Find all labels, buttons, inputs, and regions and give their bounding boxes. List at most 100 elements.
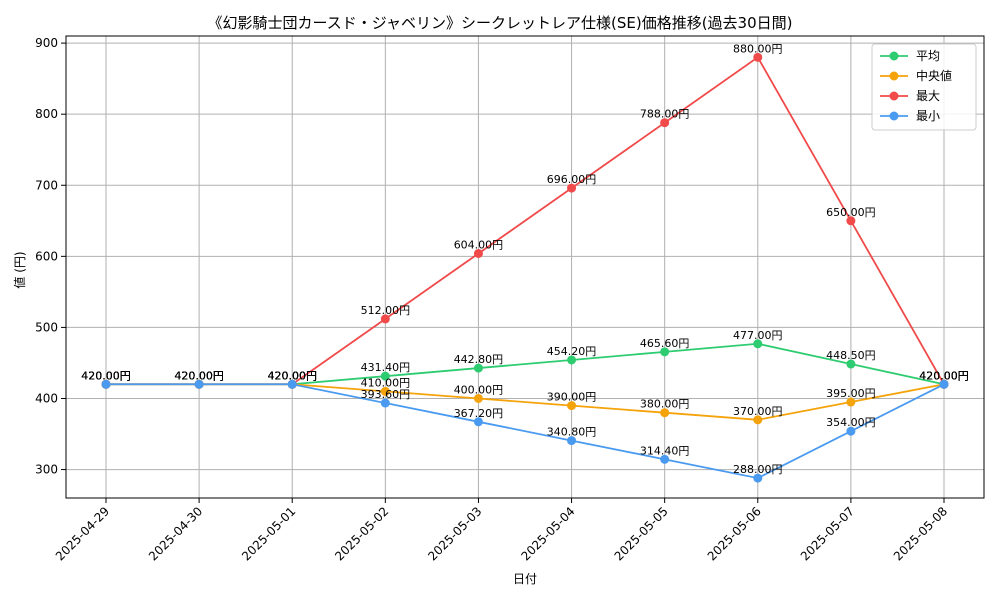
data-label: 454.20円	[547, 345, 597, 358]
y-tick-label: 500	[35, 320, 58, 334]
y-tick-label: 600	[35, 249, 58, 263]
data-point	[567, 401, 577, 411]
y-tick-label: 300	[35, 463, 58, 477]
x-tick-label: 2025-04-30	[146, 504, 205, 563]
data-label-layer: 420.00円 420.00円 420.00円 431.40円 442.80円 454.2…	[81, 42, 969, 476]
data-point	[380, 386, 390, 396]
series-line	[106, 383, 945, 421]
data-point	[473, 393, 483, 403]
data-label: 431.40円	[361, 361, 411, 374]
legend-marker	[889, 111, 899, 121]
y-tick-label: 800	[35, 107, 58, 121]
data-point	[567, 436, 577, 446]
legend-marker	[889, 51, 899, 61]
data-point	[287, 379, 297, 389]
legend-box	[871, 43, 977, 131]
y-tick-label: 400	[35, 391, 58, 405]
data-label: 420.00円	[919, 369, 969, 382]
data-point	[473, 417, 483, 427]
data-label: 650.00円	[826, 206, 876, 219]
data-point	[753, 339, 763, 349]
legend-marker	[889, 71, 899, 81]
y-axis-ticks: 300 400 500 600 700 800 900	[35, 36, 66, 477]
data-point	[939, 379, 949, 389]
data-label: 420.00円	[174, 369, 224, 382]
data-point	[567, 355, 577, 365]
legend-label: 最小	[916, 109, 940, 123]
y-tick-label: 900	[35, 36, 58, 50]
data-point	[660, 118, 670, 128]
data-point	[380, 314, 390, 324]
data-label: 420.00円	[81, 369, 131, 382]
data-point	[380, 398, 390, 408]
data-point	[660, 454, 670, 464]
data-label: 465.60円	[640, 337, 690, 350]
data-label: 314.40円	[640, 444, 690, 457]
data-label: 880.00円	[733, 42, 783, 55]
data-label: 420.00円	[174, 369, 224, 382]
data-point	[753, 52, 763, 62]
data-label: 442.80円	[454, 353, 504, 366]
data-point	[380, 371, 390, 381]
series-line	[106, 342, 945, 386]
data-label: 420.00円	[174, 369, 224, 382]
plot-frame	[65, 35, 985, 499]
data-label: 420.00円	[267, 369, 317, 382]
x-axis-ticks: 2025-04-29 2025-04-30 2025-05-01 2025-05-02…	[53, 498, 950, 563]
data-label: 696.00円	[547, 173, 597, 186]
x-axis-label: 日付	[513, 572, 537, 586]
series-layer	[101, 52, 949, 483]
data-label: 420.00円	[81, 369, 131, 382]
data-point	[846, 359, 856, 369]
data-label: 410.00円	[361, 376, 411, 389]
legend-label: 平均	[916, 49, 940, 63]
x-tick-label: 2025-05-05	[612, 504, 671, 563]
data-label: 380.00円	[640, 398, 690, 411]
data-point	[846, 216, 856, 226]
data-label: 393.60円	[361, 388, 411, 401]
data-label: 477.00円	[733, 329, 783, 342]
data-label: 420.00円	[81, 369, 131, 382]
data-label: 448.50円	[826, 349, 876, 362]
data-label: 420.00円	[919, 369, 969, 382]
x-tick-label: 2025-05-06	[705, 504, 764, 563]
data-label: 400.00円	[454, 383, 504, 396]
data-label: 367.20円	[454, 407, 504, 420]
data-label: 512.00円	[361, 304, 411, 317]
data-label: 340.80円	[547, 426, 597, 439]
legend-label: 中央値	[916, 68, 952, 83]
series-line	[106, 56, 945, 386]
series-line	[106, 383, 945, 480]
data-point	[753, 473, 763, 483]
data-point	[660, 347, 670, 357]
data-label: 370.00円	[733, 405, 783, 418]
data-label: 288.00円	[733, 463, 783, 476]
data-point	[846, 397, 856, 407]
x-tick-label: 2025-05-03	[425, 504, 484, 563]
data-label: 420.00円	[267, 369, 317, 382]
x-tick-label: 2025-05-08	[891, 504, 950, 563]
data-label: 420.00円	[267, 369, 317, 382]
y-tick-label: 700	[35, 178, 58, 192]
data-label: 395.00円	[826, 387, 876, 400]
data-label: 604.00円	[454, 238, 504, 251]
x-tick-label: 2025-05-07	[798, 504, 857, 563]
y-axis-label: 値 (円)	[12, 251, 27, 288]
data-point	[753, 415, 763, 425]
data-label: 354.00円	[826, 416, 876, 429]
grid-layer	[66, 36, 984, 498]
data-label: 420.00円	[919, 369, 969, 382]
data-label: 420.00円	[919, 369, 969, 382]
legend-marker	[889, 91, 899, 101]
data-point	[101, 379, 111, 389]
data-point	[846, 426, 856, 436]
data-label: 420.00円	[174, 369, 224, 382]
data-point	[567, 183, 577, 193]
x-tick-label: 2025-05-01	[239, 504, 298, 563]
legend-label: 最大	[916, 89, 940, 103]
data-label: 420.00円	[81, 369, 131, 382]
x-tick-label: 2025-04-29	[53, 504, 112, 563]
